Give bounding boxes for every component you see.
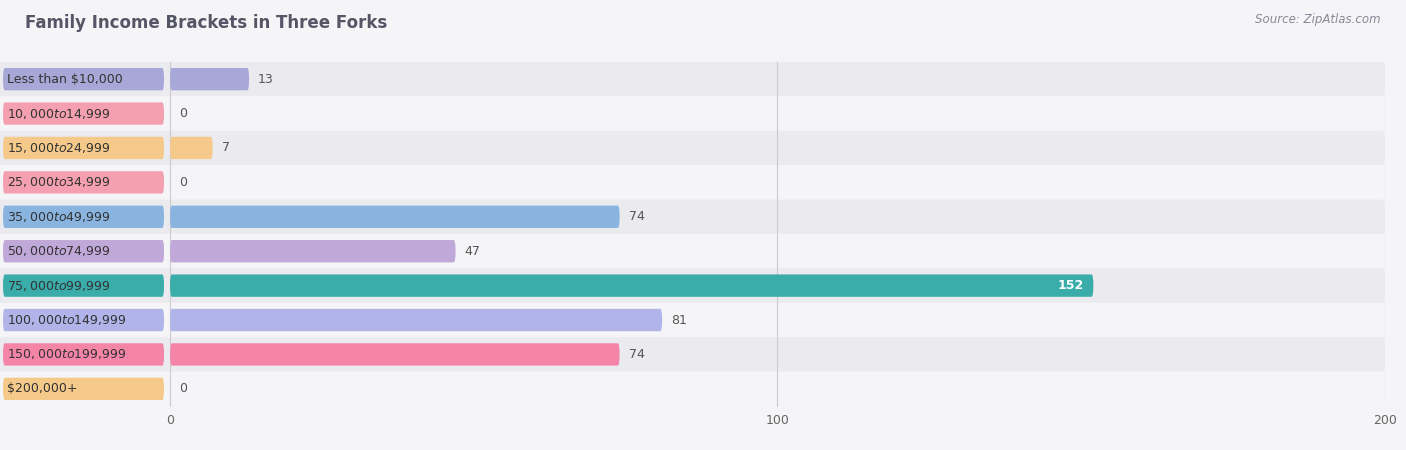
FancyBboxPatch shape [0, 372, 1385, 406]
FancyBboxPatch shape [170, 343, 620, 365]
Text: 7: 7 [222, 141, 229, 154]
Text: 47: 47 [464, 245, 481, 258]
Text: 0: 0 [179, 176, 187, 189]
FancyBboxPatch shape [0, 200, 1385, 234]
FancyBboxPatch shape [0, 234, 1385, 268]
FancyBboxPatch shape [0, 62, 1385, 96]
FancyBboxPatch shape [0, 165, 1385, 200]
FancyBboxPatch shape [3, 240, 165, 262]
FancyBboxPatch shape [3, 378, 165, 400]
Text: $50,000 to $74,999: $50,000 to $74,999 [7, 244, 111, 258]
Text: $150,000 to $199,999: $150,000 to $199,999 [7, 347, 127, 361]
FancyBboxPatch shape [0, 268, 1385, 303]
FancyBboxPatch shape [0, 96, 1385, 131]
Text: Less than $10,000: Less than $10,000 [7, 72, 124, 86]
FancyBboxPatch shape [170, 274, 1094, 297]
FancyBboxPatch shape [170, 68, 249, 90]
FancyBboxPatch shape [3, 343, 165, 365]
FancyBboxPatch shape [170, 206, 620, 228]
FancyBboxPatch shape [3, 103, 165, 125]
FancyBboxPatch shape [3, 68, 165, 90]
Text: $35,000 to $49,999: $35,000 to $49,999 [7, 210, 111, 224]
Text: 0: 0 [179, 107, 187, 120]
Text: 74: 74 [628, 210, 644, 223]
FancyBboxPatch shape [170, 137, 212, 159]
Text: $25,000 to $34,999: $25,000 to $34,999 [7, 176, 111, 189]
Text: 152: 152 [1057, 279, 1084, 292]
Text: $100,000 to $149,999: $100,000 to $149,999 [7, 313, 127, 327]
Text: Family Income Brackets in Three Forks: Family Income Brackets in Three Forks [25, 14, 388, 32]
FancyBboxPatch shape [0, 303, 1385, 337]
Text: 81: 81 [671, 314, 688, 327]
FancyBboxPatch shape [3, 309, 165, 331]
Text: 74: 74 [628, 348, 644, 361]
FancyBboxPatch shape [170, 309, 662, 331]
Text: $15,000 to $24,999: $15,000 to $24,999 [7, 141, 111, 155]
Text: 13: 13 [259, 72, 274, 86]
Text: $10,000 to $14,999: $10,000 to $14,999 [7, 107, 111, 121]
FancyBboxPatch shape [170, 240, 456, 262]
Text: $75,000 to $99,999: $75,000 to $99,999 [7, 279, 111, 292]
FancyBboxPatch shape [0, 131, 1385, 165]
FancyBboxPatch shape [3, 137, 165, 159]
Text: 0: 0 [179, 382, 187, 396]
FancyBboxPatch shape [3, 171, 165, 194]
FancyBboxPatch shape [3, 274, 165, 297]
FancyBboxPatch shape [0, 337, 1385, 372]
Text: $200,000+: $200,000+ [7, 382, 77, 396]
Text: Source: ZipAtlas.com: Source: ZipAtlas.com [1256, 14, 1381, 27]
FancyBboxPatch shape [3, 206, 165, 228]
